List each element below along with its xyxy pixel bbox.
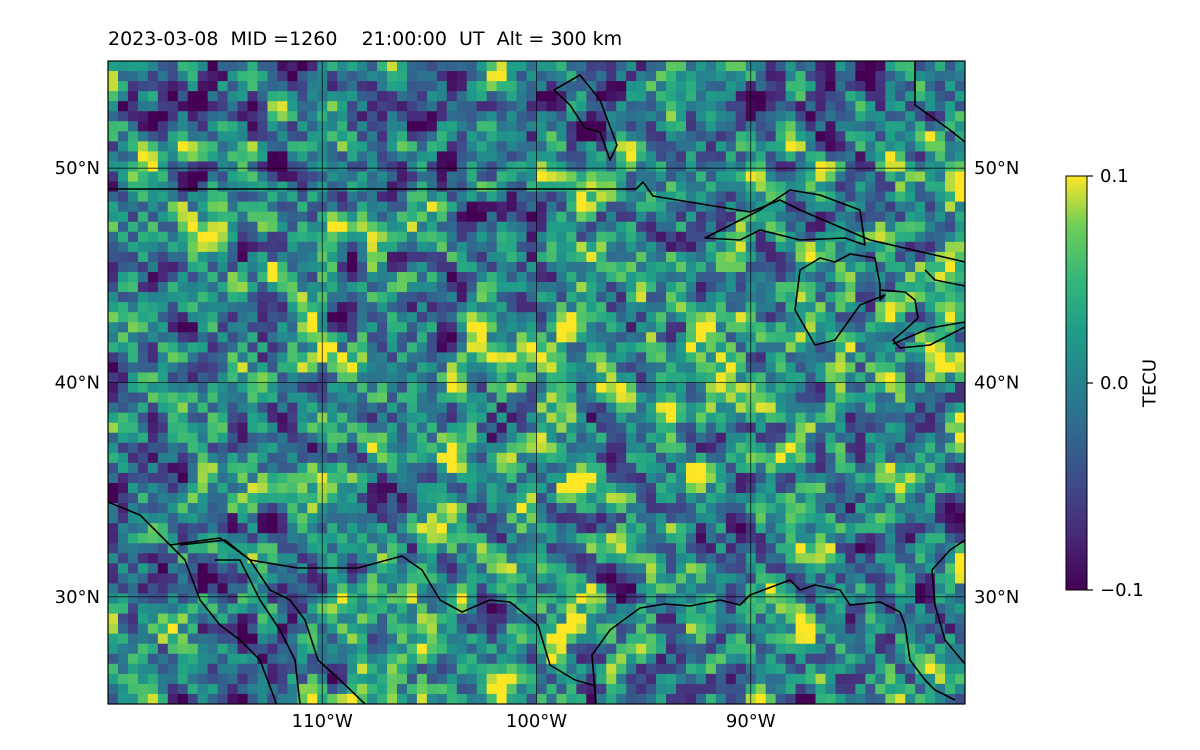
lat-label-left: 50°N xyxy=(55,158,100,179)
gulf-of-california-coast xyxy=(215,559,301,704)
east-coast-canada xyxy=(914,61,965,143)
colorbar-tick-label: 0.1 xyxy=(1100,166,1129,187)
colorbar-gradient xyxy=(1065,175,1088,591)
colorbar-ticks: 0.1 0.0 −0.1 xyxy=(1087,166,1144,601)
colorbar-label: TECU xyxy=(1139,358,1161,408)
us-canada-border xyxy=(108,181,965,263)
lat-label-right: 30°N xyxy=(974,587,1019,608)
tec-heatmap xyxy=(108,61,965,704)
lon-label: 100°W xyxy=(506,711,567,732)
lon-label: 90°W xyxy=(726,711,776,732)
lake-erie-ontario xyxy=(892,269,965,345)
lat-label-left: 40°N xyxy=(55,373,100,394)
lat-label-right: 40°N xyxy=(974,373,1019,394)
longitude-labels: 110°W 100°W 90°W xyxy=(292,711,776,732)
lon-label: 110°W xyxy=(292,711,353,732)
graticule xyxy=(108,61,965,704)
us-mexico-border xyxy=(179,539,597,687)
colorbar-tick-label: 0.0 xyxy=(1100,373,1129,394)
colorbar: 0.1 0.0 −0.1 xyxy=(1065,166,1144,601)
baja-california xyxy=(169,537,366,704)
lake-michigan xyxy=(794,253,886,346)
pacific-coast xyxy=(108,501,277,704)
lake-huron xyxy=(879,289,965,349)
map-frame xyxy=(107,60,966,705)
lat-label-right: 50°N xyxy=(974,158,1019,179)
hudson-bay-coast xyxy=(553,74,618,161)
gulf-coast xyxy=(591,579,956,704)
map-title: 2023-03-08 MID =1260 21:00:00 UT Alt = 3… xyxy=(108,28,623,50)
latitude-labels: 50°N 50°N 40°N 40°N 30°N 30°N xyxy=(55,158,1020,608)
florida-atlantic-coast xyxy=(931,539,965,665)
lake-superior xyxy=(704,189,866,246)
colorbar-tick-label: −0.1 xyxy=(1100,580,1144,601)
lat-label-left: 30°N xyxy=(55,587,100,608)
coastlines xyxy=(108,61,965,704)
